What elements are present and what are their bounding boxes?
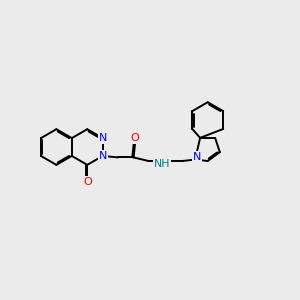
Text: O: O bbox=[83, 177, 92, 187]
Text: NH: NH bbox=[154, 159, 170, 169]
Text: N: N bbox=[98, 151, 107, 161]
Text: N: N bbox=[192, 152, 201, 161]
Text: O: O bbox=[131, 134, 140, 143]
Text: N: N bbox=[98, 133, 107, 143]
